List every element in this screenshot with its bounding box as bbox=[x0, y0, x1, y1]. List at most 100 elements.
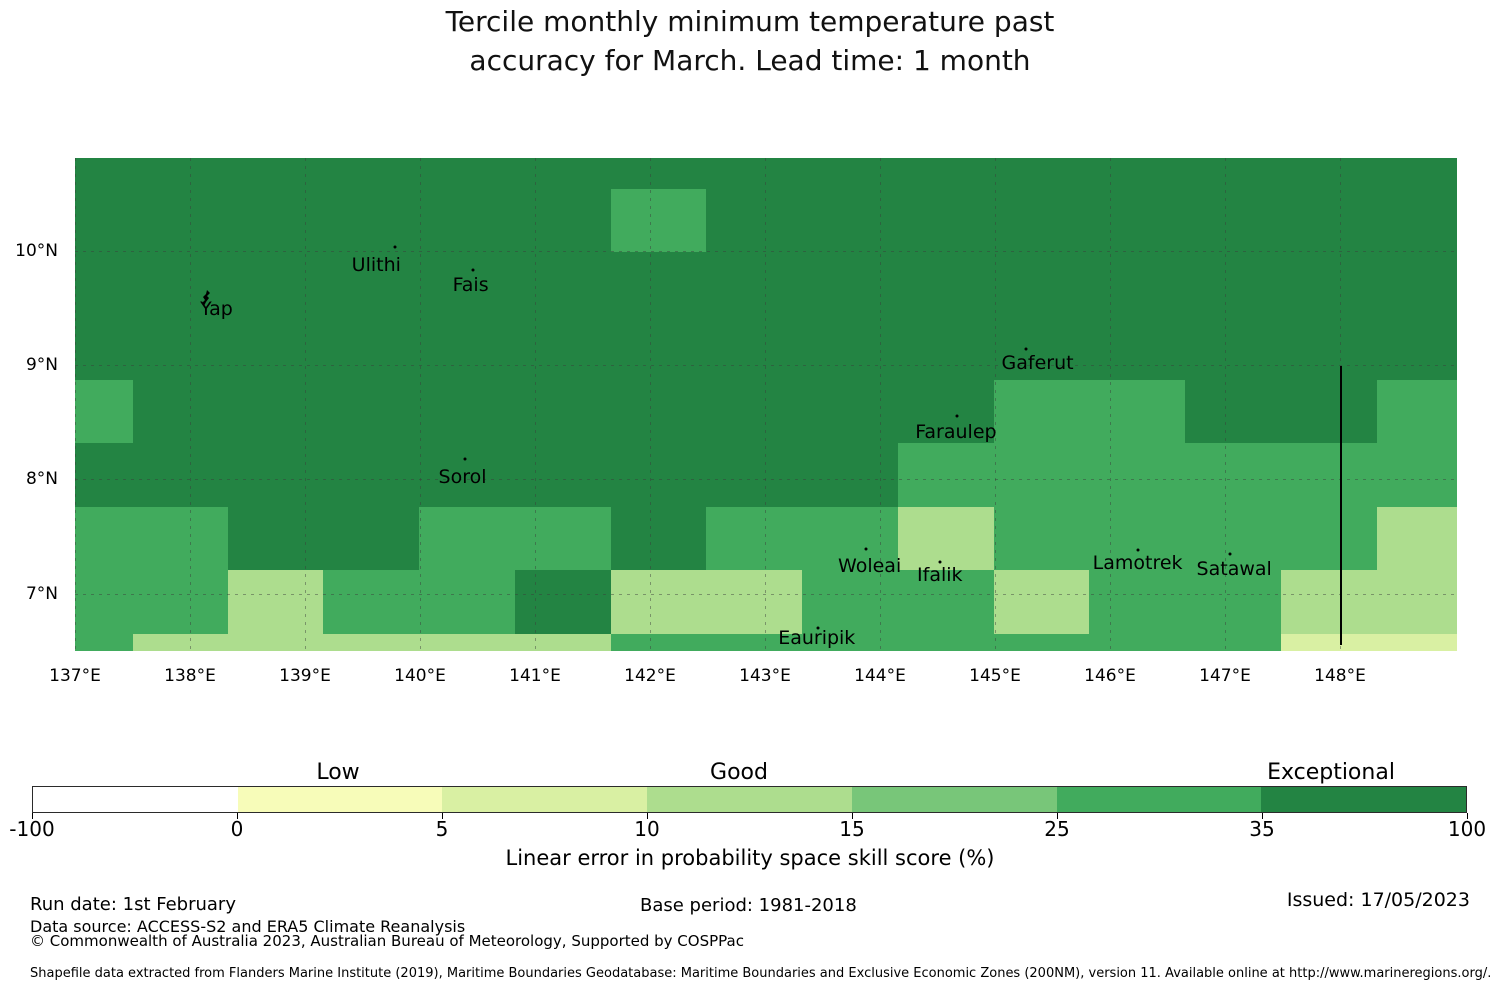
map-cell bbox=[802, 507, 898, 570]
map-cell bbox=[706, 634, 802, 651]
map-cell bbox=[1185, 158, 1281, 189]
map-cell bbox=[133, 443, 228, 507]
longitude-gridline bbox=[765, 158, 766, 651]
issued-date-text: Issued: 17/05/2023 bbox=[1286, 889, 1470, 911]
longitude-tick-label: 146°E bbox=[1084, 666, 1136, 686]
map-cell bbox=[706, 158, 802, 189]
longitude-tick-label: 143°E bbox=[739, 666, 791, 686]
shapefile-attribution-text: Shapefile data extracted from Flanders M… bbox=[30, 966, 1492, 981]
map-cell bbox=[1185, 316, 1281, 380]
map-cell bbox=[515, 634, 611, 651]
colorbar-tick-label: 100 bbox=[1447, 817, 1487, 841]
colorbar-segment bbox=[851, 787, 1057, 812]
map-cell bbox=[133, 189, 228, 252]
longitude-tick-label: 141°E bbox=[509, 666, 561, 686]
longitude-tick-label: 147°E bbox=[1199, 666, 1251, 686]
map-cell bbox=[133, 158, 228, 189]
colorbar-category-label: Good bbox=[710, 760, 768, 785]
colorbar-segment bbox=[1261, 787, 1466, 812]
map-cell bbox=[419, 316, 515, 380]
map-cell bbox=[994, 380, 1089, 443]
island-marker-dot bbox=[938, 560, 942, 564]
map-cell bbox=[898, 252, 994, 316]
island-label: Eauripik bbox=[778, 627, 856, 650]
map-cell bbox=[1089, 443, 1185, 507]
yap-island-outline bbox=[202, 289, 211, 306]
map-cell bbox=[994, 316, 1089, 380]
island-label: Woleai bbox=[838, 555, 902, 578]
longitude-gridline bbox=[995, 158, 996, 651]
map-cell bbox=[611, 158, 706, 189]
longitude-gridline bbox=[535, 158, 536, 651]
island-marker-dot bbox=[1136, 548, 1140, 552]
map-cell bbox=[898, 189, 994, 252]
map-cell bbox=[1377, 252, 1457, 316]
map-cell bbox=[898, 443, 994, 507]
map-cell bbox=[228, 316, 323, 380]
island-label: Yap bbox=[200, 297, 233, 320]
map-cell bbox=[802, 443, 898, 507]
map-cell bbox=[133, 316, 228, 380]
map-plot-area: Yap Ulithi Fais Sorol Gaferut Faraulep Woleai I… bbox=[75, 158, 1458, 651]
colorbar-tick-label: 25 bbox=[1044, 817, 1070, 841]
map-cell bbox=[611, 316, 706, 380]
map-cell bbox=[706, 189, 802, 252]
colorbar-tick-label: 5 bbox=[435, 817, 449, 841]
map-cell bbox=[419, 570, 515, 634]
map-cell bbox=[706, 507, 802, 570]
map-cell bbox=[1281, 380, 1377, 443]
map-cell bbox=[515, 252, 611, 316]
map-cell bbox=[1185, 380, 1281, 443]
map-cell bbox=[802, 189, 898, 252]
map-cell bbox=[515, 158, 611, 189]
map-cell bbox=[1377, 316, 1457, 380]
map-cell bbox=[515, 380, 611, 443]
map-cell bbox=[75, 634, 133, 651]
colorbar-tick bbox=[647, 813, 648, 819]
island-marker-dot bbox=[816, 626, 820, 630]
island-label: Sorol bbox=[438, 466, 487, 489]
map-cell bbox=[1185, 634, 1281, 651]
map-cell bbox=[1377, 380, 1457, 443]
map-cell bbox=[133, 380, 228, 443]
map-cell bbox=[611, 634, 706, 651]
map-cell bbox=[1089, 380, 1185, 443]
map-cell bbox=[1089, 158, 1185, 189]
map-cell bbox=[1377, 570, 1457, 634]
map-cell bbox=[898, 316, 994, 380]
island-label: Fais bbox=[452, 273, 489, 296]
longitude-tick-label: 138°E bbox=[164, 666, 216, 686]
map-cell bbox=[75, 507, 133, 570]
map-cell bbox=[898, 570, 994, 634]
island-label: Satawal bbox=[1196, 557, 1272, 580]
map-cell bbox=[419, 189, 515, 252]
data-source-text: Data source: ACCESS-S2 and ERA5 Climate … bbox=[30, 917, 466, 936]
chart-title-line2: accuracy for March. Lead time: 1 month bbox=[469, 44, 1031, 77]
map-cell bbox=[133, 570, 228, 634]
map-cell bbox=[611, 443, 706, 507]
map-cell bbox=[1281, 316, 1377, 380]
longitude-tick-label: 139°E bbox=[279, 666, 331, 686]
map-cell bbox=[419, 380, 515, 443]
longitude-tick-label: 145°E bbox=[969, 666, 1021, 686]
colorbar-segment bbox=[647, 787, 852, 812]
colorbar-tick bbox=[1467, 813, 1468, 819]
island-marker-dot bbox=[1228, 552, 1232, 556]
map-cell bbox=[1185, 507, 1281, 570]
map-cell bbox=[228, 252, 323, 316]
latitude-tick-label: 7°N bbox=[25, 583, 58, 604]
colorbar-tick bbox=[32, 813, 33, 819]
latitude-tick-label: 9°N bbox=[25, 354, 58, 375]
latitude-gridline bbox=[75, 251, 1458, 252]
map-cell bbox=[1089, 507, 1185, 570]
latitude-gridline bbox=[75, 594, 1458, 595]
island-label: Ifalik bbox=[917, 564, 963, 587]
colorbar-tick bbox=[1057, 813, 1058, 819]
map-cell bbox=[323, 158, 419, 189]
latitude-tick-label: 8°N bbox=[25, 469, 58, 490]
map-cell bbox=[1281, 158, 1377, 189]
colorbar-tick bbox=[852, 813, 853, 819]
island-marker-dot bbox=[471, 268, 475, 272]
map-cell bbox=[1281, 507, 1377, 570]
map-cell bbox=[323, 316, 419, 380]
